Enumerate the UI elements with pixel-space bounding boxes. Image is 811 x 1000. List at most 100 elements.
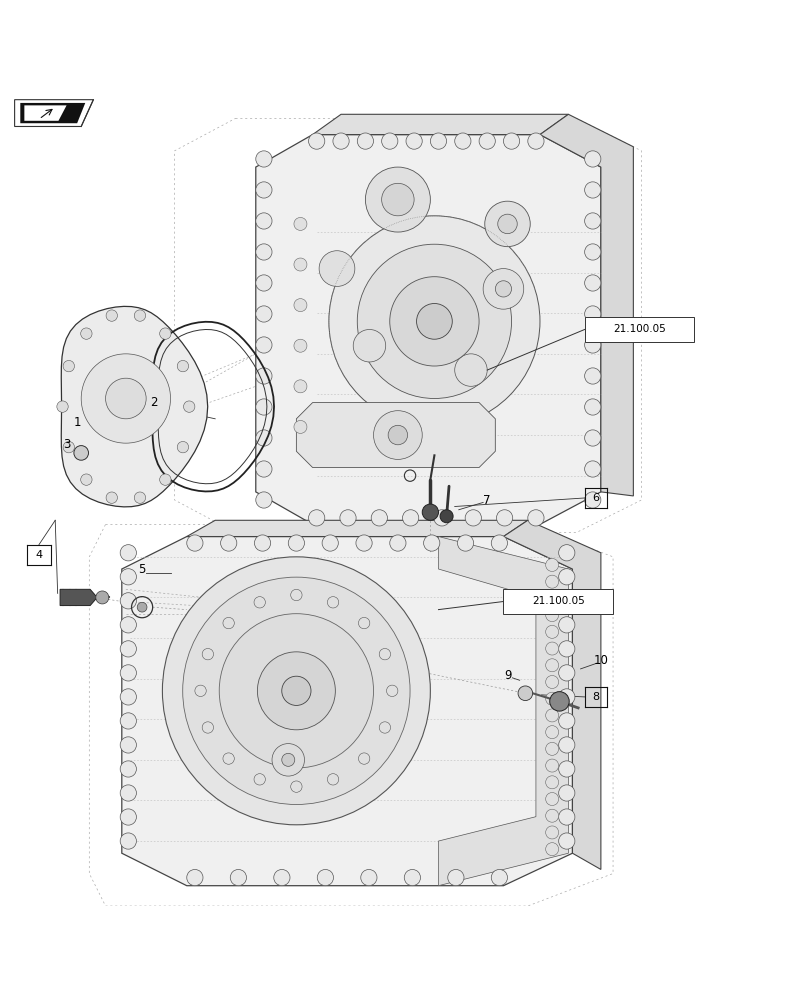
Circle shape <box>120 809 136 825</box>
Circle shape <box>120 737 136 753</box>
Circle shape <box>416 303 452 339</box>
Circle shape <box>134 310 145 321</box>
Circle shape <box>327 597 338 608</box>
Circle shape <box>177 360 188 372</box>
Circle shape <box>545 575 558 588</box>
Circle shape <box>255 151 272 167</box>
Circle shape <box>545 659 558 672</box>
Polygon shape <box>539 114 633 496</box>
Circle shape <box>545 642 558 655</box>
Circle shape <box>447 869 463 886</box>
Circle shape <box>195 685 206 697</box>
Circle shape <box>294 299 307 312</box>
Circle shape <box>495 281 511 297</box>
Circle shape <box>177 441 188 453</box>
Circle shape <box>294 258 307 271</box>
Text: 4: 4 <box>36 550 42 560</box>
Circle shape <box>558 689 574 705</box>
Polygon shape <box>438 537 568 886</box>
Circle shape <box>273 869 290 886</box>
Circle shape <box>333 133 349 149</box>
Text: 2: 2 <box>150 396 158 409</box>
Text: 5: 5 <box>138 563 146 576</box>
Circle shape <box>545 609 558 622</box>
Circle shape <box>120 833 136 849</box>
Circle shape <box>402 510 418 526</box>
Circle shape <box>406 133 422 149</box>
Circle shape <box>558 785 574 801</box>
Circle shape <box>63 441 75 453</box>
Circle shape <box>454 133 470 149</box>
Circle shape <box>527 133 543 149</box>
Circle shape <box>254 535 270 551</box>
Polygon shape <box>60 589 96 606</box>
Circle shape <box>74 446 88 460</box>
Circle shape <box>160 328 171 339</box>
Circle shape <box>288 535 304 551</box>
Circle shape <box>440 510 453 523</box>
Circle shape <box>558 545 574 561</box>
Circle shape <box>430 133 446 149</box>
Circle shape <box>558 569 574 585</box>
FancyBboxPatch shape <box>503 589 612 614</box>
Circle shape <box>57 401 68 412</box>
Circle shape <box>81 354 170 443</box>
Circle shape <box>255 430 272 446</box>
Text: 1: 1 <box>73 416 81 429</box>
Circle shape <box>545 625 558 638</box>
Circle shape <box>187 869 203 886</box>
Circle shape <box>162 557 430 825</box>
Circle shape <box>423 535 440 551</box>
Circle shape <box>483 269 523 309</box>
Circle shape <box>255 461 272 477</box>
Circle shape <box>545 675 558 688</box>
Circle shape <box>558 713 574 729</box>
Circle shape <box>545 692 558 705</box>
Circle shape <box>182 577 410 804</box>
Circle shape <box>340 510 356 526</box>
Circle shape <box>389 277 478 366</box>
Circle shape <box>365 167 430 232</box>
Circle shape <box>120 761 136 777</box>
Circle shape <box>160 474 171 485</box>
Circle shape <box>120 569 136 585</box>
Circle shape <box>545 793 558 806</box>
Circle shape <box>549 692 569 711</box>
Polygon shape <box>20 103 85 123</box>
Circle shape <box>545 826 558 839</box>
Circle shape <box>105 378 146 419</box>
Circle shape <box>254 597 265 608</box>
Circle shape <box>545 776 558 789</box>
Circle shape <box>584 430 600 446</box>
Circle shape <box>386 685 397 697</box>
Circle shape <box>308 133 324 149</box>
Circle shape <box>584 492 600 508</box>
Circle shape <box>106 492 118 503</box>
Text: 9: 9 <box>504 669 512 682</box>
Circle shape <box>281 676 311 705</box>
Circle shape <box>328 216 539 427</box>
Polygon shape <box>15 100 93 126</box>
Circle shape <box>187 535 203 551</box>
Circle shape <box>433 510 449 526</box>
Circle shape <box>584 306 600 322</box>
Circle shape <box>491 869 507 886</box>
Circle shape <box>120 665 136 681</box>
Circle shape <box>558 641 574 657</box>
Circle shape <box>255 213 272 229</box>
Circle shape <box>290 589 302 601</box>
Circle shape <box>497 214 517 234</box>
Circle shape <box>255 306 272 322</box>
Circle shape <box>457 535 473 551</box>
Circle shape <box>255 244 272 260</box>
Circle shape <box>484 201 530 247</box>
Circle shape <box>379 722 390 733</box>
Circle shape <box>281 753 294 766</box>
Circle shape <box>584 368 600 384</box>
Circle shape <box>120 785 136 801</box>
Text: 6: 6 <box>592 493 599 503</box>
Circle shape <box>294 217 307 230</box>
Circle shape <box>183 401 195 412</box>
Circle shape <box>327 774 338 785</box>
Circle shape <box>381 133 397 149</box>
